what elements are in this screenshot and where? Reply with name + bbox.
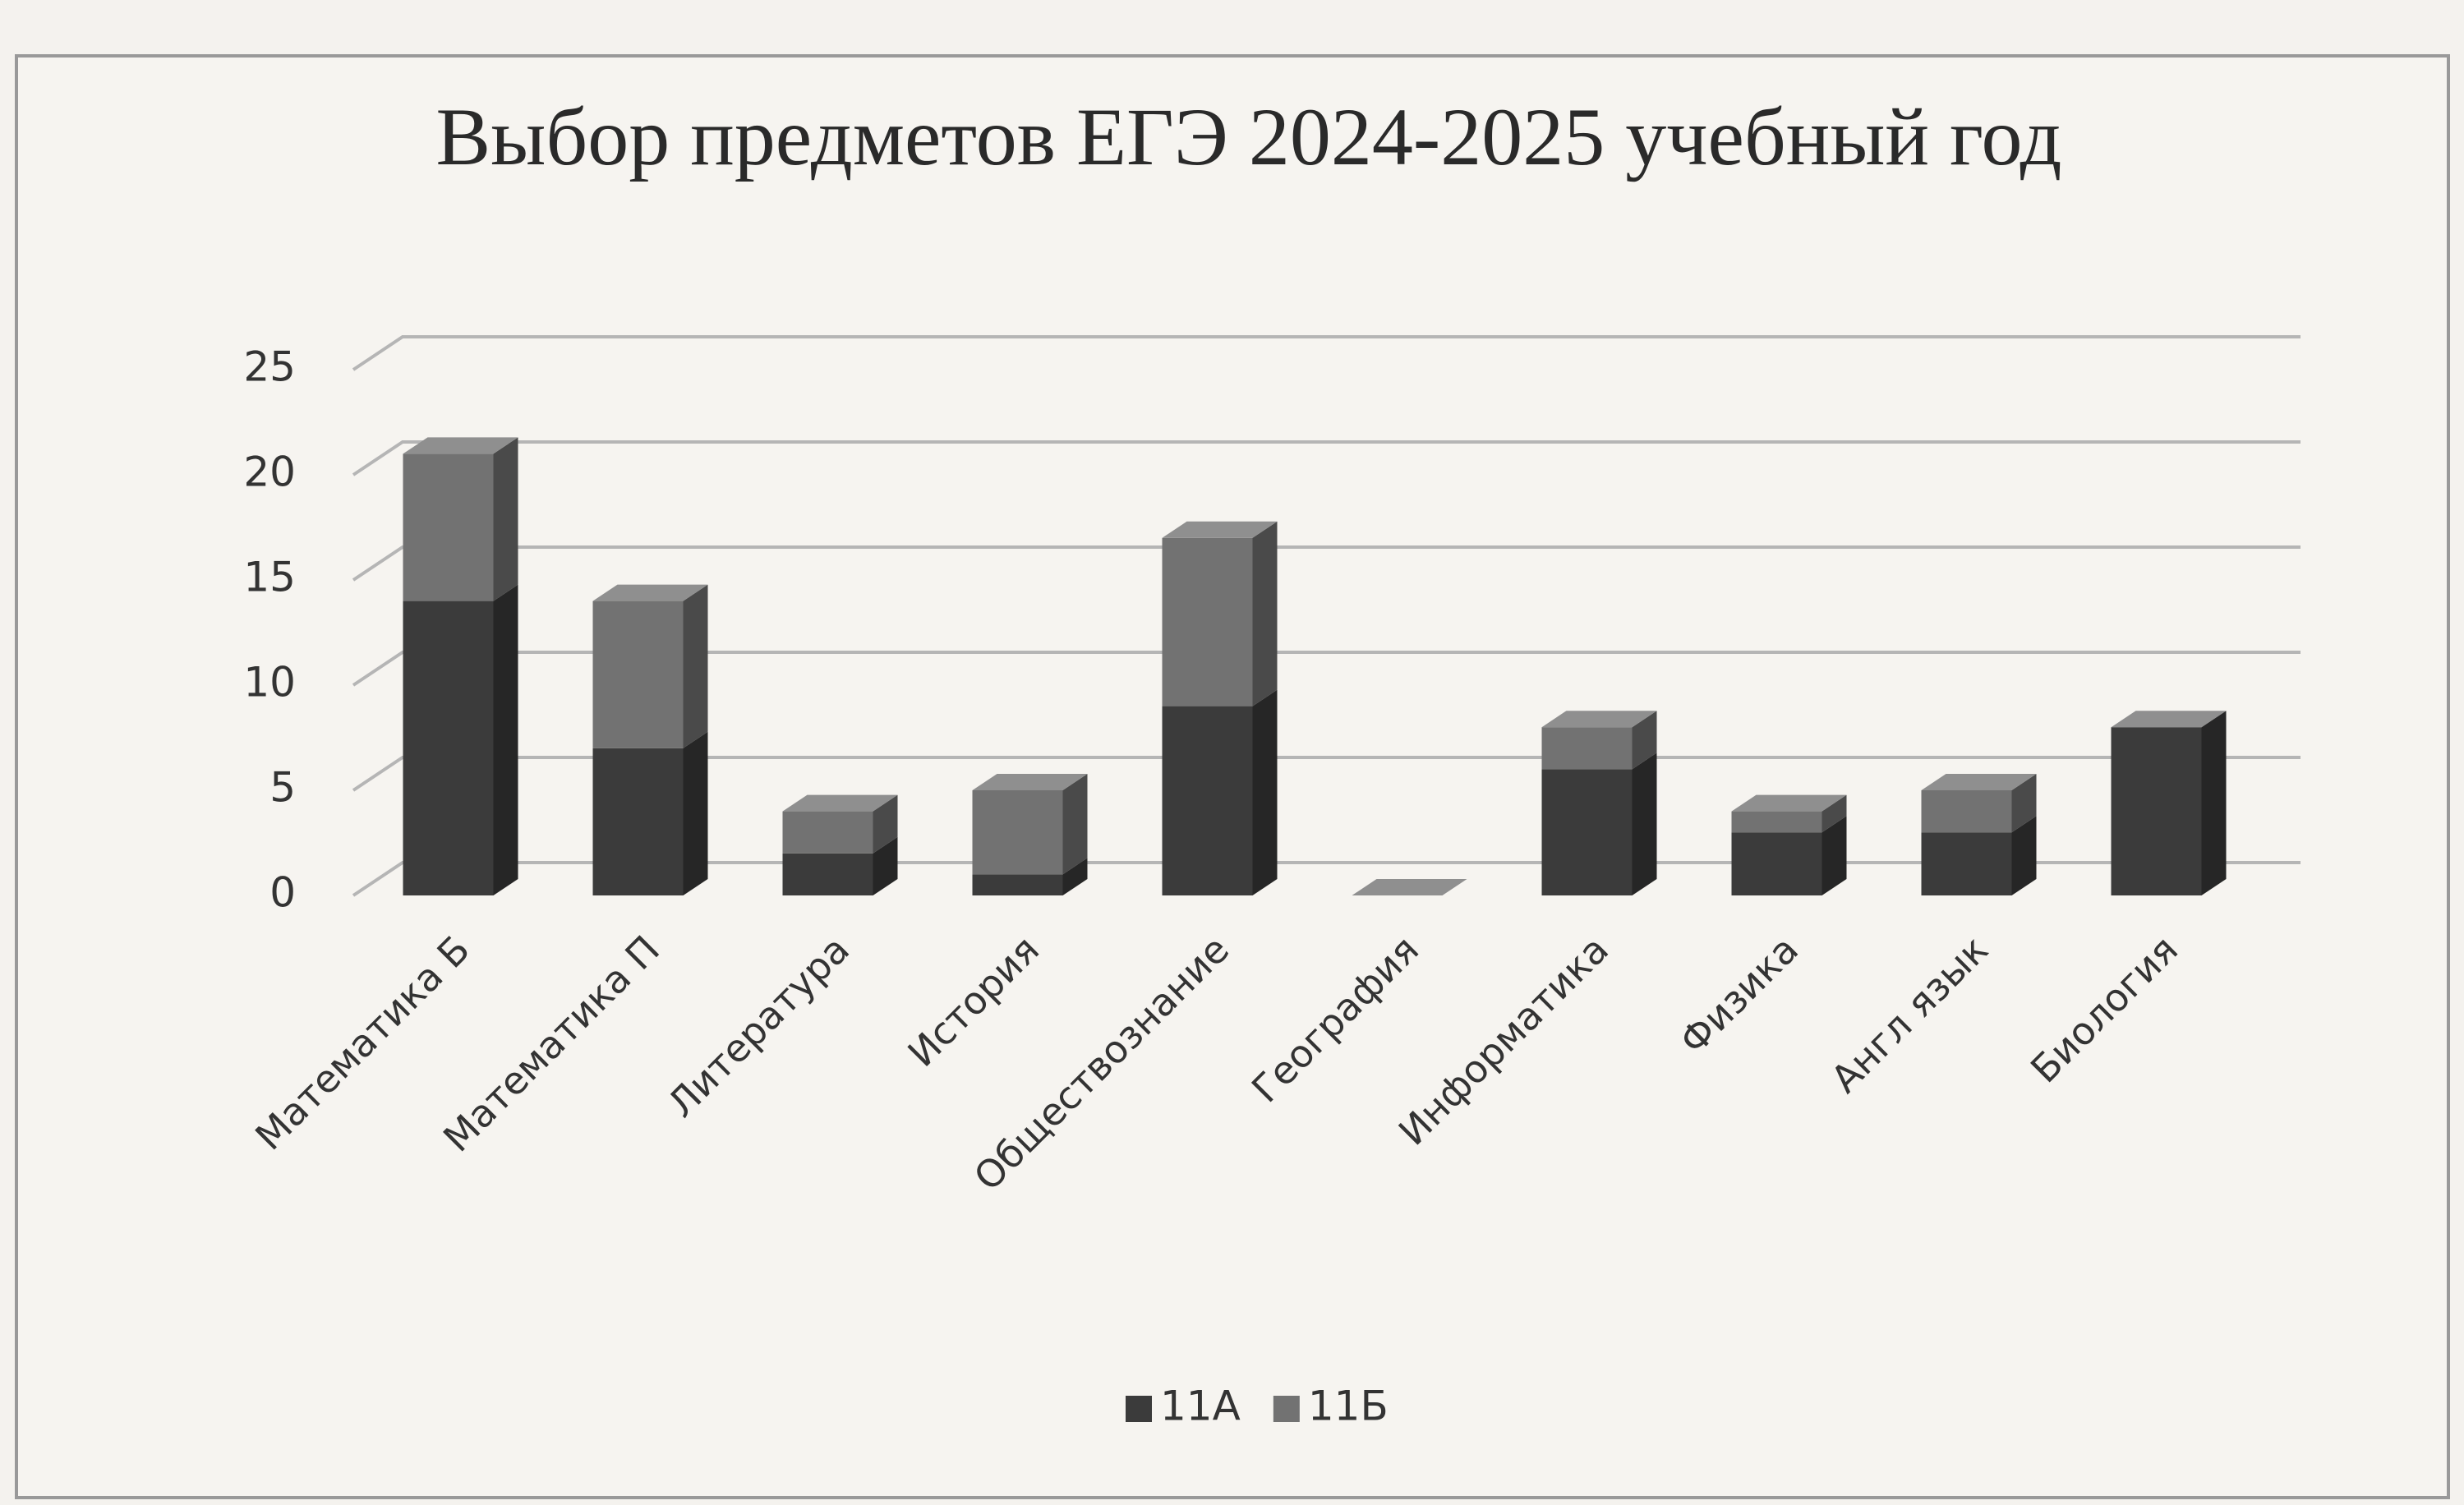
legend-label: 11Б xyxy=(1308,1383,1389,1430)
bar xyxy=(2111,727,2202,895)
bar-side xyxy=(1062,858,1088,895)
bar-top xyxy=(1162,521,1278,538)
bar xyxy=(782,853,873,895)
bar xyxy=(592,748,684,895)
y-tick-label: 15 xyxy=(243,554,296,601)
bar-top xyxy=(972,774,1088,790)
bar-top xyxy=(592,584,708,601)
bar-side xyxy=(493,584,518,895)
bar-side xyxy=(2011,774,2037,833)
bar xyxy=(972,874,1063,895)
bar-side xyxy=(1822,816,1847,895)
bar xyxy=(1731,811,1822,833)
legend-swatch xyxy=(1126,1396,1152,1422)
bar xyxy=(1162,706,1253,895)
bar xyxy=(403,453,494,601)
bar-top xyxy=(1921,774,2037,790)
bar xyxy=(1921,832,2012,895)
bar xyxy=(1541,727,1633,770)
bar-side xyxy=(683,731,708,895)
grid-line xyxy=(352,756,2301,792)
bar-top xyxy=(1352,879,1467,895)
bar xyxy=(972,790,1063,875)
bar-top xyxy=(782,794,898,812)
bar-side xyxy=(2201,711,2227,895)
bar-side xyxy=(683,584,708,748)
bar-side xyxy=(2011,816,2037,895)
grid-line xyxy=(352,861,2301,897)
y-tick-label: 20 xyxy=(243,449,296,496)
bar xyxy=(1921,790,2012,833)
grid-line xyxy=(352,440,2301,476)
grid-line xyxy=(352,335,2301,371)
bar-top xyxy=(1541,711,1657,728)
bar-side xyxy=(1252,521,1278,706)
bar-side xyxy=(493,437,518,601)
grid-line xyxy=(352,545,2301,582)
y-tick-label: 0 xyxy=(269,869,296,917)
grid-line xyxy=(352,651,2301,687)
bar xyxy=(1541,769,1633,895)
bar-top xyxy=(2111,711,2227,728)
bar-side xyxy=(873,836,898,895)
chart-title: Выбор предметов ЕГЭ 2024-2025 учебный го… xyxy=(435,91,2061,182)
bar xyxy=(1731,832,1822,895)
y-tick-label: 5 xyxy=(269,764,296,812)
bar xyxy=(592,601,684,748)
bar xyxy=(1162,537,1253,706)
legend-label: 11А xyxy=(1160,1383,1241,1430)
legend-swatch xyxy=(1273,1396,1300,1422)
y-tick-label: 25 xyxy=(243,343,296,391)
bar-side xyxy=(1252,689,1278,895)
bar-side xyxy=(1822,794,1847,833)
bar xyxy=(782,811,873,854)
bar-side xyxy=(1632,752,1657,895)
y-tick-label: 10 xyxy=(243,659,296,706)
bar-top xyxy=(1731,794,1847,812)
bar-side xyxy=(1062,774,1088,875)
bar-top xyxy=(403,437,518,454)
bar-side xyxy=(1632,711,1657,770)
bar xyxy=(403,601,494,895)
bar-side xyxy=(873,794,898,854)
